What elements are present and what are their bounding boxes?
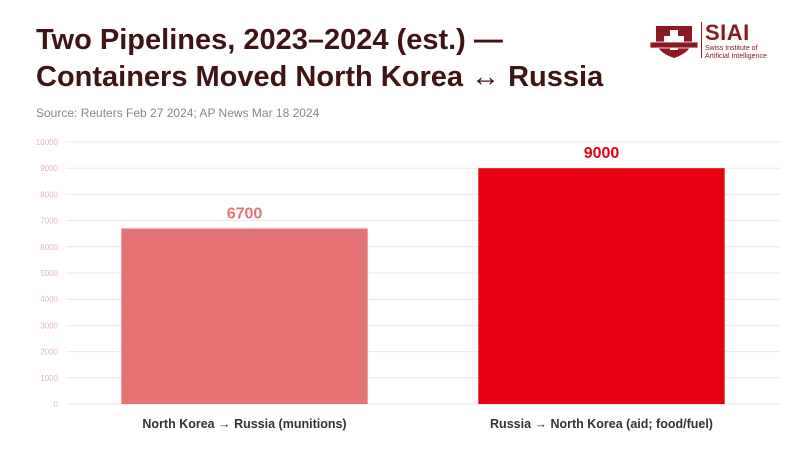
bar-data-label: 6700 <box>227 205 263 222</box>
logo-name: SIAI <box>705 20 750 45</box>
swiss-shield-icon <box>649 26 699 58</box>
y-tick-label: 2000 <box>40 348 58 357</box>
y-tick-label: 8000 <box>40 190 58 199</box>
y-tick-label: 5000 <box>40 269 58 278</box>
source-note: Source: Reuters Feb 27 2024; AP News Mar… <box>36 106 320 120</box>
logo-subtitle: Swiss Institute of Artificial Intelligen… <box>705 45 785 61</box>
x-category-label: Russia → North Korea (aid; food/fuel) <box>490 417 713 431</box>
y-tick-label: 4000 <box>40 295 58 304</box>
y-tick-label: 6000 <box>40 243 58 252</box>
logo-subtitle-line-1: Swiss Institute of <box>705 45 758 52</box>
chart-title-line-1: Two Pipelines, 2023–2024 (est.) — <box>36 24 503 56</box>
y-tick-label: 10000 <box>36 138 59 147</box>
y-tick-label: 1000 <box>40 374 58 383</box>
y-tick-label: 7000 <box>40 217 58 226</box>
logo-subtitle-line-2: Artificial Intelligence <box>705 53 767 60</box>
y-tick-label: 3000 <box>40 321 58 330</box>
chart-title: Two Pipelines, 2023–2024 (est.) — Contai… <box>36 22 636 96</box>
y-tick-label: 9000 <box>40 164 58 173</box>
bar <box>478 168 725 404</box>
bar-data-label: 9000 <box>584 145 620 162</box>
siai-logo: SIAI Swiss Institute of Artificial Intel… <box>648 20 778 60</box>
logo-divider <box>701 22 702 58</box>
bar <box>121 228 368 404</box>
x-category-label: North Korea → Russia (munitions) <box>142 417 346 431</box>
chart-title-line-2: Containers Moved North Korea ↔ Russia <box>36 61 604 93</box>
y-tick-label: 0 <box>54 400 59 409</box>
